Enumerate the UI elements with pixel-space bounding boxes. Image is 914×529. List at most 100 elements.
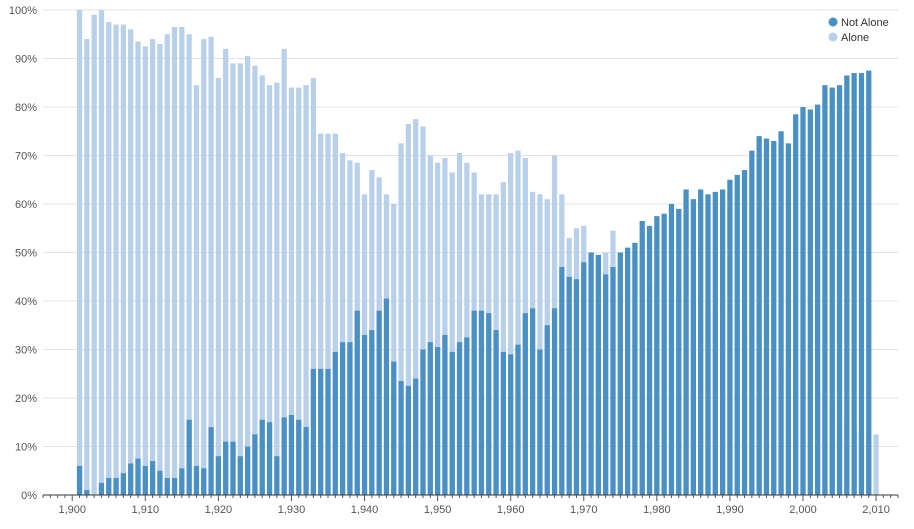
bar-alone[interactable] xyxy=(281,48,287,496)
bar-not-alone[interactable] xyxy=(354,310,360,495)
bar-not-alone[interactable] xyxy=(106,478,112,495)
bar-not-alone[interactable] xyxy=(851,73,857,496)
bar-alone[interactable] xyxy=(413,119,419,495)
bar-not-alone[interactable] xyxy=(551,308,558,495)
bar-not-alone[interactable] xyxy=(785,143,792,495)
bar-not-alone[interactable] xyxy=(113,478,119,495)
legend-item-alone[interactable]: Alone xyxy=(828,32,870,44)
bar-alone[interactable] xyxy=(537,194,543,496)
bar-alone[interactable] xyxy=(873,434,879,495)
bar-not-alone[interactable] xyxy=(814,104,821,495)
bar-not-alone[interactable] xyxy=(376,310,382,495)
bar-not-alone[interactable] xyxy=(281,417,287,495)
bar-not-alone[interactable] xyxy=(617,252,623,496)
bar-not-alone[interactable] xyxy=(771,140,777,495)
bar-not-alone[interactable] xyxy=(537,349,543,496)
bar-alone[interactable] xyxy=(135,41,141,496)
bar-alone[interactable] xyxy=(318,133,324,496)
bar-alone[interactable] xyxy=(186,34,192,495)
bar-not-alone[interactable] xyxy=(581,262,587,495)
bar-not-alone[interactable] xyxy=(274,456,280,495)
bar-not-alone[interactable] xyxy=(793,114,799,496)
bar-alone[interactable] xyxy=(398,143,404,495)
bar-not-alone[interactable] xyxy=(244,446,251,496)
bar-not-alone[interactable] xyxy=(142,465,148,495)
bar-alone[interactable] xyxy=(420,126,426,496)
bar-not-alone[interactable] xyxy=(135,458,141,495)
bar-alone[interactable] xyxy=(456,153,463,495)
bar-not-alone[interactable] xyxy=(179,468,185,495)
bar-alone[interactable] xyxy=(84,39,90,495)
bar-not-alone[interactable] xyxy=(858,73,865,496)
bar-not-alone[interactable] xyxy=(493,330,499,495)
bar-not-alone[interactable] xyxy=(383,298,390,495)
bar-not-alone[interactable] xyxy=(741,170,748,496)
bar-not-alone[interactable] xyxy=(866,70,872,495)
bar-alone[interactable] xyxy=(296,87,302,495)
bar-not-alone[interactable] xyxy=(719,189,726,495)
bar-alone[interactable] xyxy=(310,77,317,496)
bar-not-alone[interactable] xyxy=(486,313,492,495)
bar-not-alone[interactable] xyxy=(573,279,580,495)
bar-not-alone[interactable] xyxy=(427,342,433,495)
bar-alone[interactable] xyxy=(508,153,514,495)
bar-not-alone[interactable] xyxy=(149,461,156,495)
bar-not-alone[interactable] xyxy=(405,385,412,495)
bar-not-alone[interactable] xyxy=(683,189,689,495)
bar-not-alone[interactable] xyxy=(339,342,346,495)
bar-alone[interactable] xyxy=(171,26,178,495)
bar-not-alone[interactable] xyxy=(559,267,565,495)
bar-not-alone[interactable] xyxy=(588,252,594,496)
legend-item-not-alone[interactable]: Not Alone xyxy=(828,17,889,29)
bar-alone[interactable] xyxy=(113,24,119,496)
bar-alone[interactable] xyxy=(98,10,105,495)
bar-not-alone[interactable] xyxy=(347,342,353,495)
bar-not-alone[interactable] xyxy=(413,378,419,495)
bar-alone[interactable] xyxy=(449,172,455,495)
bar-alone[interactable] xyxy=(142,46,148,495)
bar-not-alone[interactable] xyxy=(296,419,302,495)
bar-alone[interactable] xyxy=(500,182,507,496)
bar-not-alone[interactable] xyxy=(434,347,441,495)
bar-not-alone[interactable] xyxy=(515,344,521,495)
bar-alone[interactable] xyxy=(464,162,470,495)
bar-alone[interactable] xyxy=(215,77,222,496)
bar-not-alone[interactable] xyxy=(303,427,309,495)
bar-not-alone[interactable] xyxy=(829,87,835,495)
bar-alone[interactable] xyxy=(106,22,112,495)
bar-not-alone[interactable] xyxy=(201,468,207,495)
bar-not-alone[interactable] xyxy=(230,441,236,495)
bar-alone[interactable] xyxy=(442,157,448,496)
bar-alone[interactable] xyxy=(201,39,207,495)
bar-not-alone[interactable] xyxy=(654,216,660,495)
bar-not-alone[interactable] xyxy=(84,490,90,495)
bar-alone[interactable] xyxy=(325,133,331,496)
bar-alone[interactable] xyxy=(223,48,229,496)
bar-not-alone[interactable] xyxy=(544,325,550,495)
bar-not-alone[interactable] xyxy=(193,465,200,495)
bar-not-alone[interactable] xyxy=(522,313,528,495)
bar-not-alone[interactable] xyxy=(734,174,740,495)
bar-not-alone[interactable] xyxy=(756,136,762,495)
bar-not-alone[interactable] xyxy=(325,368,331,495)
bar-not-alone[interactable] xyxy=(603,274,609,495)
bar-not-alone[interactable] xyxy=(223,441,229,495)
bar-not-alone[interactable] xyxy=(661,213,667,495)
bar-not-alone[interactable] xyxy=(237,456,243,495)
bar-not-alone[interactable] xyxy=(310,368,317,495)
bar-alone[interactable] xyxy=(288,87,295,495)
bar-alone[interactable] xyxy=(244,56,251,495)
bar-not-alone[interactable] xyxy=(676,208,682,495)
bar-not-alone[interactable] xyxy=(288,414,295,495)
bar-not-alone[interactable] xyxy=(420,349,426,496)
bar-not-alone[interactable] xyxy=(668,204,675,495)
bar-alone[interactable] xyxy=(164,34,170,495)
bar-not-alone[interactable] xyxy=(442,334,448,495)
bar-not-alone[interactable] xyxy=(369,330,375,495)
bar-alone[interactable] xyxy=(76,10,83,495)
bar-not-alone[interactable] xyxy=(610,267,616,495)
bar-not-alone[interactable] xyxy=(98,482,105,495)
bar-not-alone[interactable] xyxy=(361,334,368,495)
bar-alone[interactable] xyxy=(347,160,353,495)
bar-alone[interactable] xyxy=(259,75,265,495)
